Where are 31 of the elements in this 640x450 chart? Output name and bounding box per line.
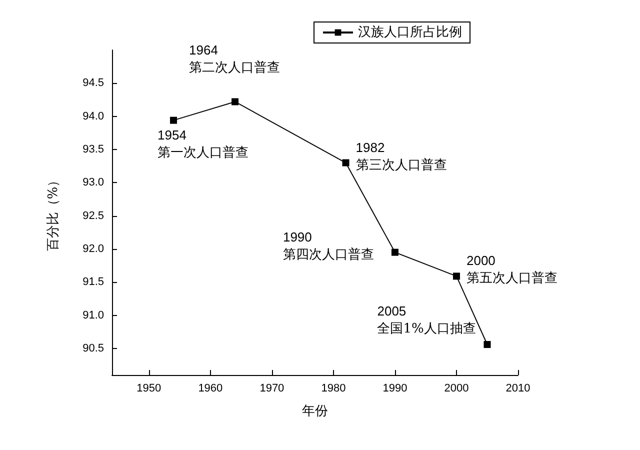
annotation: 1990 第四次人口普查 xyxy=(282,229,374,262)
x-tick-label: 1990 xyxy=(382,382,408,394)
y-tick-label: 91.0 xyxy=(82,309,104,322)
annotation: 1982 第三次人口普查 xyxy=(356,140,447,173)
x-tick-label: 2000 xyxy=(444,382,469,394)
annotation: 1954 第一次人口普查 xyxy=(158,127,249,160)
legend-label: 汉族人口所占比例 xyxy=(358,25,462,40)
point xyxy=(391,248,398,256)
y-tick-label: 90.5 xyxy=(82,342,104,354)
x-tick-label: 1950 xyxy=(136,382,162,394)
x-tick-label: 1980 xyxy=(321,382,346,394)
point xyxy=(232,98,239,106)
y-tick-label: 93.5 xyxy=(82,143,104,156)
x-axis-title: 年份 xyxy=(302,404,328,419)
x-tick-label: 2010 xyxy=(506,382,530,394)
annotation: 1964 第二次人口普查 xyxy=(189,42,280,76)
y-axis-title: 百分比（%） xyxy=(46,174,61,252)
y-tick-label: 94.0 xyxy=(82,110,104,122)
y-tick-label: 91.5 xyxy=(82,276,104,288)
point xyxy=(452,272,460,280)
annotation: 2005 全国1%人口抽查 xyxy=(377,303,476,336)
point xyxy=(484,340,491,348)
x-tick-label: 1970 xyxy=(260,382,284,394)
y-tick-label: 92.5 xyxy=(82,210,104,222)
point xyxy=(342,159,350,166)
y-tick-label: 94.5 xyxy=(82,77,104,90)
annotation: 2000 第五次人口普查 xyxy=(466,253,558,286)
y-tick-label: 92.0 xyxy=(82,242,104,255)
y-tick-label: 93.0 xyxy=(82,176,104,189)
point xyxy=(170,116,178,124)
x-tick-label: 1960 xyxy=(198,382,223,394)
